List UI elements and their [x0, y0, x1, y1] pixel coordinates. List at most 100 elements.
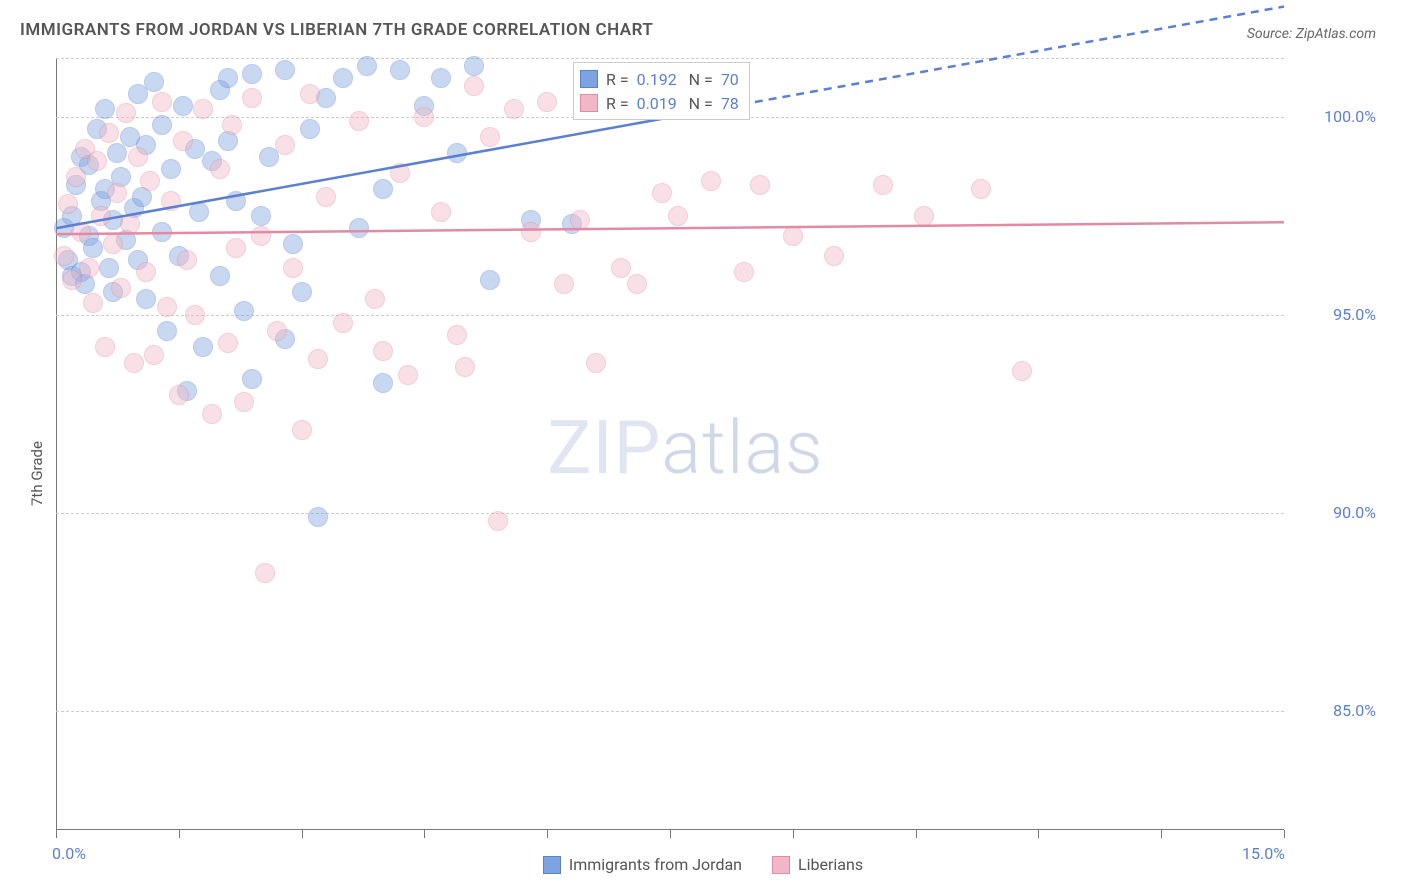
y-tick-label: 100.0%	[1324, 107, 1376, 126]
data-point	[267, 321, 287, 341]
legend-label: Immigrants from Jordan	[569, 855, 742, 874]
data-point	[157, 321, 177, 341]
data-point	[750, 175, 770, 195]
data-point	[144, 72, 164, 92]
data-point	[1012, 361, 1032, 381]
legend-swatch	[580, 94, 598, 112]
x-tick	[1038, 830, 1039, 838]
data-point	[586, 353, 606, 373]
source-label: Source: ZipAtlas.com	[1247, 26, 1376, 42]
trend-line	[56, 58, 1284, 830]
data-point	[373, 179, 393, 199]
data-point	[242, 88, 262, 108]
data-point	[91, 206, 111, 226]
y-tick-label: 90.0%	[1333, 503, 1376, 522]
data-point	[185, 305, 205, 325]
data-point	[79, 258, 99, 278]
x-tick	[547, 830, 548, 838]
data-point	[103, 234, 123, 254]
data-point	[570, 210, 590, 230]
data-point	[627, 274, 647, 294]
data-point	[136, 289, 156, 309]
data-point	[99, 123, 119, 143]
data-point	[83, 293, 103, 313]
data-point	[218, 333, 238, 353]
data-point	[349, 218, 369, 238]
x-tick	[424, 830, 425, 838]
data-point	[431, 202, 451, 222]
data-point	[234, 301, 254, 321]
data-point	[157, 297, 177, 317]
data-point	[464, 76, 484, 96]
chart-title: IMMIGRANTS FROM JORDAN VS LIBERIAN 7TH G…	[20, 20, 653, 40]
data-point	[226, 191, 246, 211]
data-point	[357, 56, 377, 76]
gridline	[56, 58, 1284, 59]
data-point	[873, 175, 893, 195]
data-point	[521, 222, 541, 242]
data-point	[152, 115, 172, 135]
data-point	[333, 313, 353, 333]
data-point	[136, 262, 156, 282]
data-point	[447, 325, 467, 345]
trend-line	[56, 58, 1284, 830]
data-point	[234, 392, 254, 412]
data-point	[140, 171, 160, 191]
data-point	[193, 337, 213, 357]
data-point	[308, 507, 328, 527]
data-point	[390, 60, 410, 80]
series-legend: Immigrants from Jordan Liberians	[0, 855, 1406, 874]
data-point	[161, 191, 181, 211]
data-point	[107, 183, 127, 203]
x-tick	[179, 830, 180, 838]
data-point	[120, 214, 140, 234]
data-point	[54, 246, 74, 266]
y-tick-label: 85.0%	[1333, 701, 1376, 720]
data-point	[824, 246, 844, 266]
data-point	[111, 278, 131, 298]
correlation-legend: R = 0.192 N = 70 R = 0.019 N = 78	[573, 62, 750, 120]
data-point	[173, 131, 193, 151]
data-point	[488, 511, 508, 531]
y-tick-label: 95.0%	[1333, 305, 1376, 324]
data-point	[398, 365, 418, 385]
legend-swatch	[543, 856, 561, 874]
data-point	[144, 345, 164, 365]
data-point	[316, 187, 336, 207]
scatter-plot: ZIPatlas	[56, 58, 1284, 830]
data-point	[87, 151, 107, 171]
data-point	[99, 258, 119, 278]
legend-item: Liberians	[772, 855, 863, 874]
data-point	[373, 373, 393, 393]
data-point	[83, 238, 103, 258]
data-point	[177, 250, 197, 270]
legend-item: Immigrants from Jordan	[543, 855, 742, 874]
data-point	[275, 135, 295, 155]
legend-text: R = 0.192 N = 70	[606, 70, 739, 89]
data-point	[58, 194, 78, 214]
data-point	[480, 127, 500, 147]
data-point	[373, 341, 393, 361]
data-point	[161, 159, 181, 179]
data-point	[251, 226, 271, 246]
gridline	[56, 513, 1284, 514]
data-point	[300, 84, 320, 104]
data-point	[173, 96, 193, 116]
data-point	[554, 274, 574, 294]
data-point	[464, 56, 484, 76]
data-point	[668, 206, 688, 226]
legend-swatch	[580, 70, 598, 88]
y-axis-label: 7th Grade	[28, 441, 46, 506]
data-point	[480, 270, 500, 290]
x-tick	[302, 830, 303, 838]
data-point	[116, 103, 136, 123]
x-tick	[793, 830, 794, 838]
data-point	[210, 266, 230, 286]
watermark: ZIPatlas	[547, 405, 823, 492]
data-point	[292, 282, 312, 302]
data-point	[701, 171, 721, 191]
data-point	[222, 115, 242, 135]
data-point	[349, 111, 369, 131]
data-point	[169, 385, 189, 405]
data-point	[210, 159, 230, 179]
